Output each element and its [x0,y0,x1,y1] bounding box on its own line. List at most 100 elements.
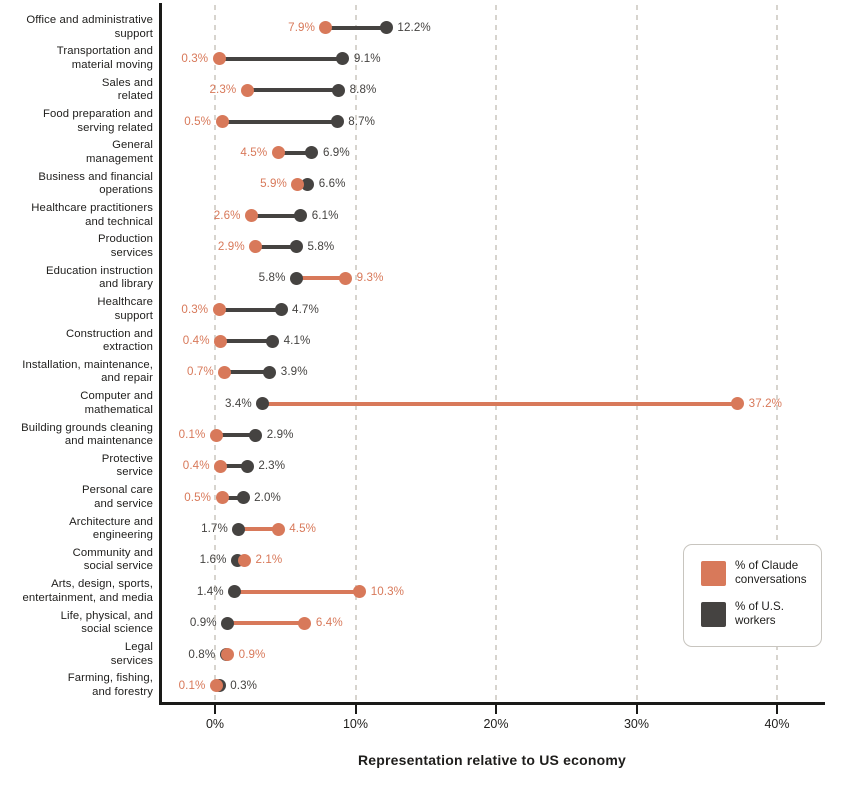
category-label: Building grounds cleaning and maintenance [21,421,153,448]
category-label: Sales and related [101,76,153,103]
claude-value-label: 0.1% [178,678,206,692]
connector-line [247,88,339,93]
workers-value-label: 4.1% [283,334,311,347]
workers-value-label: 0.8% [188,647,216,661]
claude-value-label: 0.4% [182,459,210,473]
workers-dot [249,428,263,442]
workers-value-label: 12.2% [397,20,431,34]
category-label: Production services [97,233,153,259]
workers-value-label: 1.7% [201,522,228,536]
workers-dot [301,177,315,191]
claude-value-label: 0.3% [181,51,209,65]
workers-value-label: 9.1% [353,51,381,65]
claude-value-label: 4.5% [240,145,268,159]
workers-dot [228,585,242,599]
workers-dot [305,146,319,160]
workers-value-label: 5.8% [307,239,335,253]
y-axis [159,3,162,705]
category-label: Construction and extraction [65,327,153,354]
claude-dot [339,271,353,285]
legend-item-claude: % of Claude conversations [701,559,821,587]
workers-dot [330,115,344,129]
workers-value-label: 2.3% [258,459,286,473]
workers-value-label: 5.8% [258,271,286,285]
claude-value-label: 0.4% [182,334,210,347]
category-label: Transportation and material moving [56,45,153,71]
claude-dot [353,585,367,599]
category-label: Food preparation and serving related [42,108,153,134]
claude-dot [215,115,229,129]
claude-value-label: 37.2% [748,396,783,410]
workers-value-label: 2.0% [254,490,281,504]
workers-dot [274,303,288,317]
claude-value-label: 2.6% [213,208,241,222]
claude-dot [249,240,263,254]
x-axis-tick [214,704,216,714]
legend: % of Claude conversations % of U.S. worker… [683,544,822,647]
x-axis-tick-label: 20% [483,717,509,731]
workers-dot [221,616,235,630]
workers-value-label: 2.9% [266,428,294,442]
claude-dot [271,146,285,160]
workers-dot [256,397,270,411]
x-axis [159,702,825,705]
claude-dot [212,303,226,317]
claude-value-label: 5.9% [260,177,287,191]
workers-value-label: 3.9% [280,365,308,379]
claude-dot [298,616,312,630]
connector-line [255,244,297,249]
connector-line [251,213,301,218]
claude-value-label: 0.1% [178,428,206,442]
claude-value-label: 2.3% [209,83,237,97]
claude-value-label: 2.1% [255,553,283,567]
workers-value-label: 6.1% [311,208,339,222]
claude-dot [240,83,254,97]
category-label: Community and social service [72,546,153,573]
claude-value-label: 0.7% [187,365,214,379]
gridline [214,5,216,702]
category-label: Healthcare practitioners and technical [31,202,153,228]
claude-value-label: 4.5% [289,522,317,536]
workers-value-label: 1.6% [199,553,227,567]
category-label: Life, physical, and social science [60,609,153,636]
x-axis-tick-label: 40% [764,717,790,731]
claude-dot [218,365,232,379]
claude-value-label: 0.9% [238,647,266,661]
claude-dot [731,397,745,411]
claude-dot [214,459,228,473]
claude-dot [238,553,251,567]
gridline [635,5,638,702]
workers-value-label: 0.3% [230,678,258,692]
legend-label-workers: % of U.S. workers [735,600,784,627]
claude-dot [214,334,228,348]
legend-item-workers: % of U.S. workers [701,600,821,628]
connector-line [222,119,338,124]
connector-line [216,433,256,438]
workers-dot [294,209,308,223]
connector-line [227,621,305,626]
category-label: Education instruction and library [46,264,153,291]
category-label: Healthcare support [97,296,153,322]
connector-line [325,25,387,30]
category-label: Protective service [101,452,153,479]
workers-value-label: 8.7% [348,114,376,128]
workers-dot [266,334,280,348]
connector-line [219,307,282,312]
category-label: Installation, maintenance, and repair [22,358,153,385]
claude-value-label: 0.5% [184,114,212,128]
workers-dot [332,83,346,97]
legend-swatch-workers [701,601,726,627]
x-axis-tick-label: 10% [342,717,369,731]
claude-dot [209,679,223,693]
connector-line [262,401,738,406]
claude-value-label: 0.5% [184,490,212,504]
category-label: Personal care and service [81,484,153,510]
workers-value-label: 6.6% [318,177,346,191]
claude-dot [271,522,285,536]
workers-dot [236,491,250,505]
gridline [354,5,357,702]
category-label: Architecture and engineering [69,515,153,542]
claude-value-label: 0.3% [181,302,209,316]
category-label: Business and financial operations [38,170,153,197]
